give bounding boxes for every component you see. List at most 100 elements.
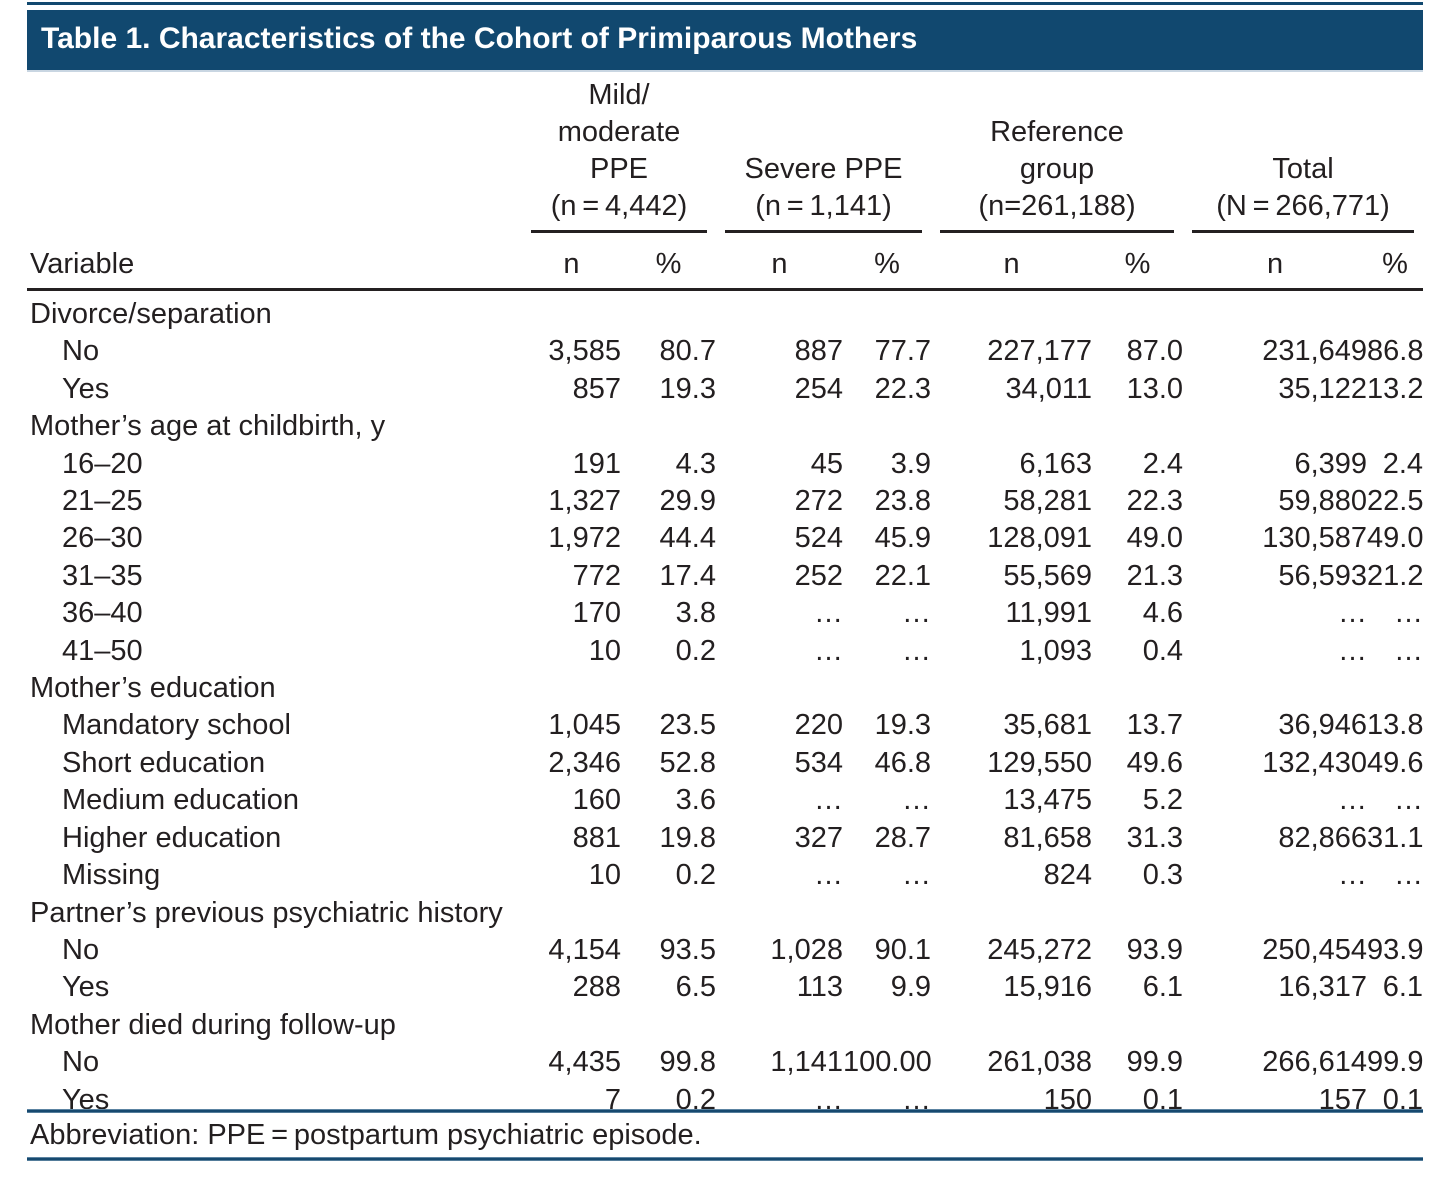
col-header-pct: %: [1367, 233, 1424, 291]
cell: [621, 408, 716, 445]
cell: 170: [572, 597, 621, 630]
col-header-n: n: [716, 233, 843, 291]
cell: [1092, 290, 1183, 334]
cell: 6,163: [1019, 447, 1093, 480]
cell: [522, 670, 621, 707]
cell: [1183, 670, 1367, 707]
row-label: 26–30: [62, 522, 143, 555]
data-row: Mandatory school 1,045 23.5 220 19.3 35,681 13…: [27, 707, 1423, 744]
col-header-n: n: [931, 233, 1093, 291]
cell: [1183, 408, 1367, 445]
group-header-row: Mild/ moderate PPE (n = 4,442) Severe PP…: [27, 72, 1423, 233]
cell: 45: [810, 447, 843, 480]
cell: 1,327: [548, 485, 621, 518]
row-label: Higher education: [62, 821, 282, 854]
cell: 13.0: [1126, 372, 1184, 405]
row-label: No: [62, 1046, 100, 1079]
group-header-total: Total (N = 266,771): [1183, 72, 1423, 233]
cell: 132,430: [1262, 746, 1368, 779]
cell: 3.6: [675, 784, 716, 817]
group-header-reference-group: Reference group (n=261,188): [931, 72, 1183, 233]
cell: 82,866: [1278, 821, 1368, 854]
cell: [716, 408, 843, 445]
cell: [843, 408, 931, 445]
table-title-bar: Table 1. Characteristics of the Cohort o…: [27, 10, 1423, 72]
cell: 191: [572, 447, 621, 480]
cell: 28.7: [874, 821, 932, 854]
row-label: Yes: [62, 971, 110, 1004]
data-row: No 4,435 99.8 1,141 100.00 261,038 99.9 266,614…: [27, 1044, 1423, 1081]
cell: [716, 290, 843, 334]
cell: 1,045: [548, 709, 621, 742]
section-row: Divorce/separation: [27, 290, 1423, 334]
cell: …: [902, 859, 932, 892]
cell: 49.0: [1126, 522, 1184, 555]
data-row: Higher education 881 19.8 327 28.7 81,658 31.3…: [27, 820, 1423, 857]
table-body: Divorce/separation No 3,585 80.7 887 77.7 227,…: [27, 290, 1423, 1119]
data-row: Missing 10 0.2…… 824 0.3……: [27, 857, 1423, 894]
row-label: Divorce/separation: [30, 298, 272, 330]
cell: 56,593: [1278, 559, 1368, 592]
col-header-pct: %: [1092, 233, 1184, 291]
cell: 3.8: [675, 597, 716, 630]
cell: [1092, 408, 1183, 445]
cell: [716, 895, 843, 932]
cell: 5.2: [1142, 784, 1184, 817]
group-label-line: Reference: [990, 116, 1124, 148]
cell: 2,346: [548, 746, 621, 779]
table-title: Table 1. Characteristics of the Cohort o…: [41, 22, 918, 55]
cell: 10: [588, 634, 621, 667]
cell: [931, 670, 1092, 707]
abbreviation-footnote: Abbreviation: PPE = postpartum psychiatr…: [30, 1119, 702, 1151]
variable-header: Variable: [27, 233, 522, 291]
cell: 1,141: [770, 1046, 843, 1079]
cell: [621, 290, 716, 334]
cell: 100.00: [843, 1046, 932, 1079]
cell: 130,587: [1262, 522, 1368, 555]
cell: 22.1: [874, 559, 932, 592]
cell: 1,972: [548, 522, 621, 555]
cell: 220: [794, 709, 843, 742]
cell: 11,991: [1005, 597, 1093, 630]
row-label: Short education: [62, 746, 266, 779]
col-header-pct: %: [621, 233, 716, 291]
cell: 4,154: [548, 933, 621, 966]
row-label: 16–20: [62, 447, 143, 480]
row-label: Mother died during follow-up: [30, 1008, 396, 1041]
cell: …: [1338, 597, 1368, 630]
data-row: 16–20 191 4.3 45 3.9 6,163 2.4 6,399 2.4: [27, 446, 1423, 483]
group-label-line: (N = 266,771): [1216, 190, 1390, 222]
cell: [621, 1007, 716, 1044]
cell: 22.3: [874, 372, 932, 405]
cell: [522, 1007, 621, 1044]
group-header-mild-moderate-ppe: Mild/ moderate PPE (n = 4,442): [522, 72, 716, 233]
cell: 93.9: [1367, 933, 1424, 966]
row-label: 36–40: [62, 597, 143, 630]
cell: [621, 670, 716, 707]
cell: 77.7: [874, 335, 932, 368]
cell: 44.4: [659, 522, 716, 555]
cell: 128,091: [987, 522, 1093, 555]
variable-column-spacer: [27, 72, 522, 233]
cell: 49.6: [1367, 746, 1424, 779]
data-row: No 4,154 93.5 1,028 90.1 245,272 93.9 250,454 93…: [27, 932, 1423, 969]
cell: 824: [1043, 859, 1093, 892]
cell: 10: [588, 859, 621, 892]
col-header-pct: %: [843, 233, 932, 291]
data-row: 21–25 1,327 29.9 272 23.8 58,281 22.3 59,880 22.…: [27, 483, 1423, 520]
cell: 55,569: [1003, 559, 1093, 592]
cell: 3.9: [890, 447, 932, 480]
cell: 772: [572, 559, 621, 592]
cell: 99.8: [659, 1046, 716, 1079]
group-label-line: Total: [1272, 153, 1334, 185]
cell: 13.2: [1367, 372, 1424, 405]
cell: 3,585: [548, 335, 621, 368]
cell: 87.0: [1126, 335, 1184, 368]
cell: [1367, 290, 1423, 334]
row-label: 21–25: [62, 485, 143, 518]
cell: 2.4: [1382, 447, 1424, 480]
cell: 58,281: [1003, 485, 1093, 518]
cell: [1367, 1007, 1423, 1044]
cell: [1183, 1007, 1367, 1044]
